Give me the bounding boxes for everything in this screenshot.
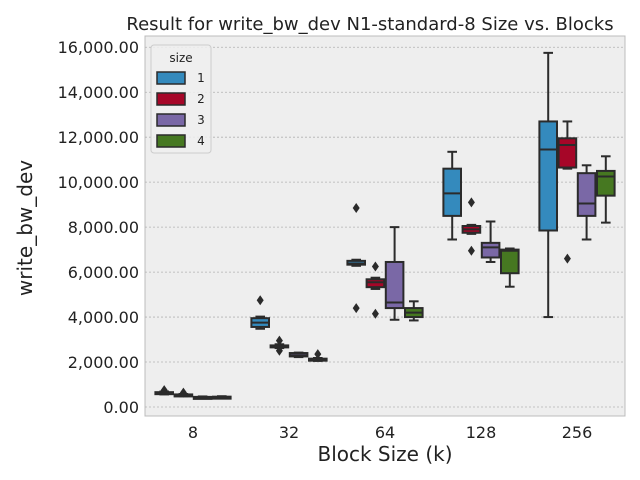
- iqr-box: [384, 260, 405, 310]
- box-series-4-128: [500, 247, 520, 288]
- y-tick-label: 16,000.00: [58, 38, 139, 57]
- box-series-1-32: [250, 295, 270, 330]
- outlier-point: [160, 385, 168, 396]
- iqr-box: [596, 169, 616, 197]
- box-series-1-256: [538, 51, 559, 319]
- iqr-box: [576, 172, 597, 217]
- iqr-box: [365, 278, 386, 289]
- box-series-3-256: [576, 164, 597, 241]
- box-series-2-128: [461, 197, 482, 256]
- box-series-1-128: [442, 150, 462, 241]
- legend-label: 4: [197, 134, 205, 148]
- x-tick-label: 256: [562, 423, 593, 442]
- outlier-point: [314, 349, 322, 360]
- box-series-2-64: [365, 261, 386, 319]
- legend-item-4: 4: [156, 134, 205, 148]
- box-series-2-8: [173, 387, 194, 398]
- outlier-point: [179, 387, 187, 398]
- legend-items: 1 2 3 4: [156, 71, 205, 148]
- y-axis-title: write_bw_dev: [13, 160, 37, 296]
- y-tick-label: 0.00: [103, 398, 139, 417]
- y-tick-label: 12,000.00: [58, 128, 139, 147]
- legend-label: 1: [197, 71, 205, 85]
- x-tick-label: 128: [466, 423, 497, 442]
- chart-title: Result for write_bw_dev N1-standard-8 Si…: [126, 14, 613, 35]
- outlier-point: [275, 345, 283, 356]
- x-axis-ticks: 8 32 64 128 256: [188, 423, 592, 442]
- outlier-point: [275, 335, 283, 346]
- box-series-3-8: [192, 395, 213, 400]
- y-tick-label: 2,000.00: [68, 353, 139, 372]
- legend-title: size: [169, 51, 192, 65]
- iqr-box: [500, 248, 520, 275]
- y-tick-label: 10,000.00: [58, 173, 139, 192]
- legend-item-1: 1: [156, 71, 205, 85]
- x-axis-title: Block Size (k): [317, 442, 452, 466]
- outlier-point: [352, 203, 360, 214]
- legend-swatch: [156, 71, 186, 85]
- iqr-box: [538, 120, 559, 232]
- x-tick-label: 8: [188, 423, 198, 442]
- outlier-point: [467, 197, 475, 208]
- y-tick-label: 14,000.00: [58, 83, 139, 102]
- box-series-1-64: [346, 203, 366, 314]
- box-series-4-8: [212, 395, 232, 400]
- legend-item-3: 3: [156, 113, 205, 127]
- box-series-3-64: [384, 226, 405, 321]
- box-series-4-256: [596, 155, 616, 224]
- iqr-box: [557, 137, 578, 169]
- outlier-point: [371, 261, 379, 272]
- box-series-3-32: [288, 351, 309, 359]
- legend-swatch: [156, 113, 186, 127]
- x-tick-label: 32: [279, 423, 299, 442]
- legend-item-2: 2: [156, 92, 205, 106]
- box-series-2-256: [557, 120, 578, 264]
- legend: size 1 2 3 4: [150, 44, 212, 154]
- box-series-3-128: [480, 220, 501, 263]
- y-tick-label: 6,000.00: [68, 263, 139, 282]
- legend-swatch: [156, 92, 186, 106]
- box-series-2-32: [269, 335, 290, 356]
- legend-label: 3: [197, 113, 205, 127]
- iqr-box: [480, 241, 501, 259]
- outlier-point: [352, 303, 360, 314]
- legend-label: 2: [197, 92, 205, 106]
- y-axis-ticks: 0.00 2,000.00 4,000.00 6,000.00 8,000.00 10,0…: [58, 38, 139, 417]
- boxes: [154, 51, 616, 400]
- outlier-point: [371, 308, 379, 319]
- box-series-1-8: [154, 385, 174, 396]
- legend-swatch: [156, 134, 186, 148]
- outlier-point: [467, 245, 475, 256]
- box-series-4-64: [404, 300, 424, 322]
- y-tick-label: 8,000.00: [68, 218, 139, 237]
- x-tick-label: 64: [375, 423, 395, 442]
- outlier-point: [256, 295, 264, 306]
- y-tick-label: 4,000.00: [68, 308, 139, 327]
- outlier-point: [563, 253, 571, 264]
- box-series-4-32: [308, 349, 328, 362]
- iqr-box: [442, 167, 462, 217]
